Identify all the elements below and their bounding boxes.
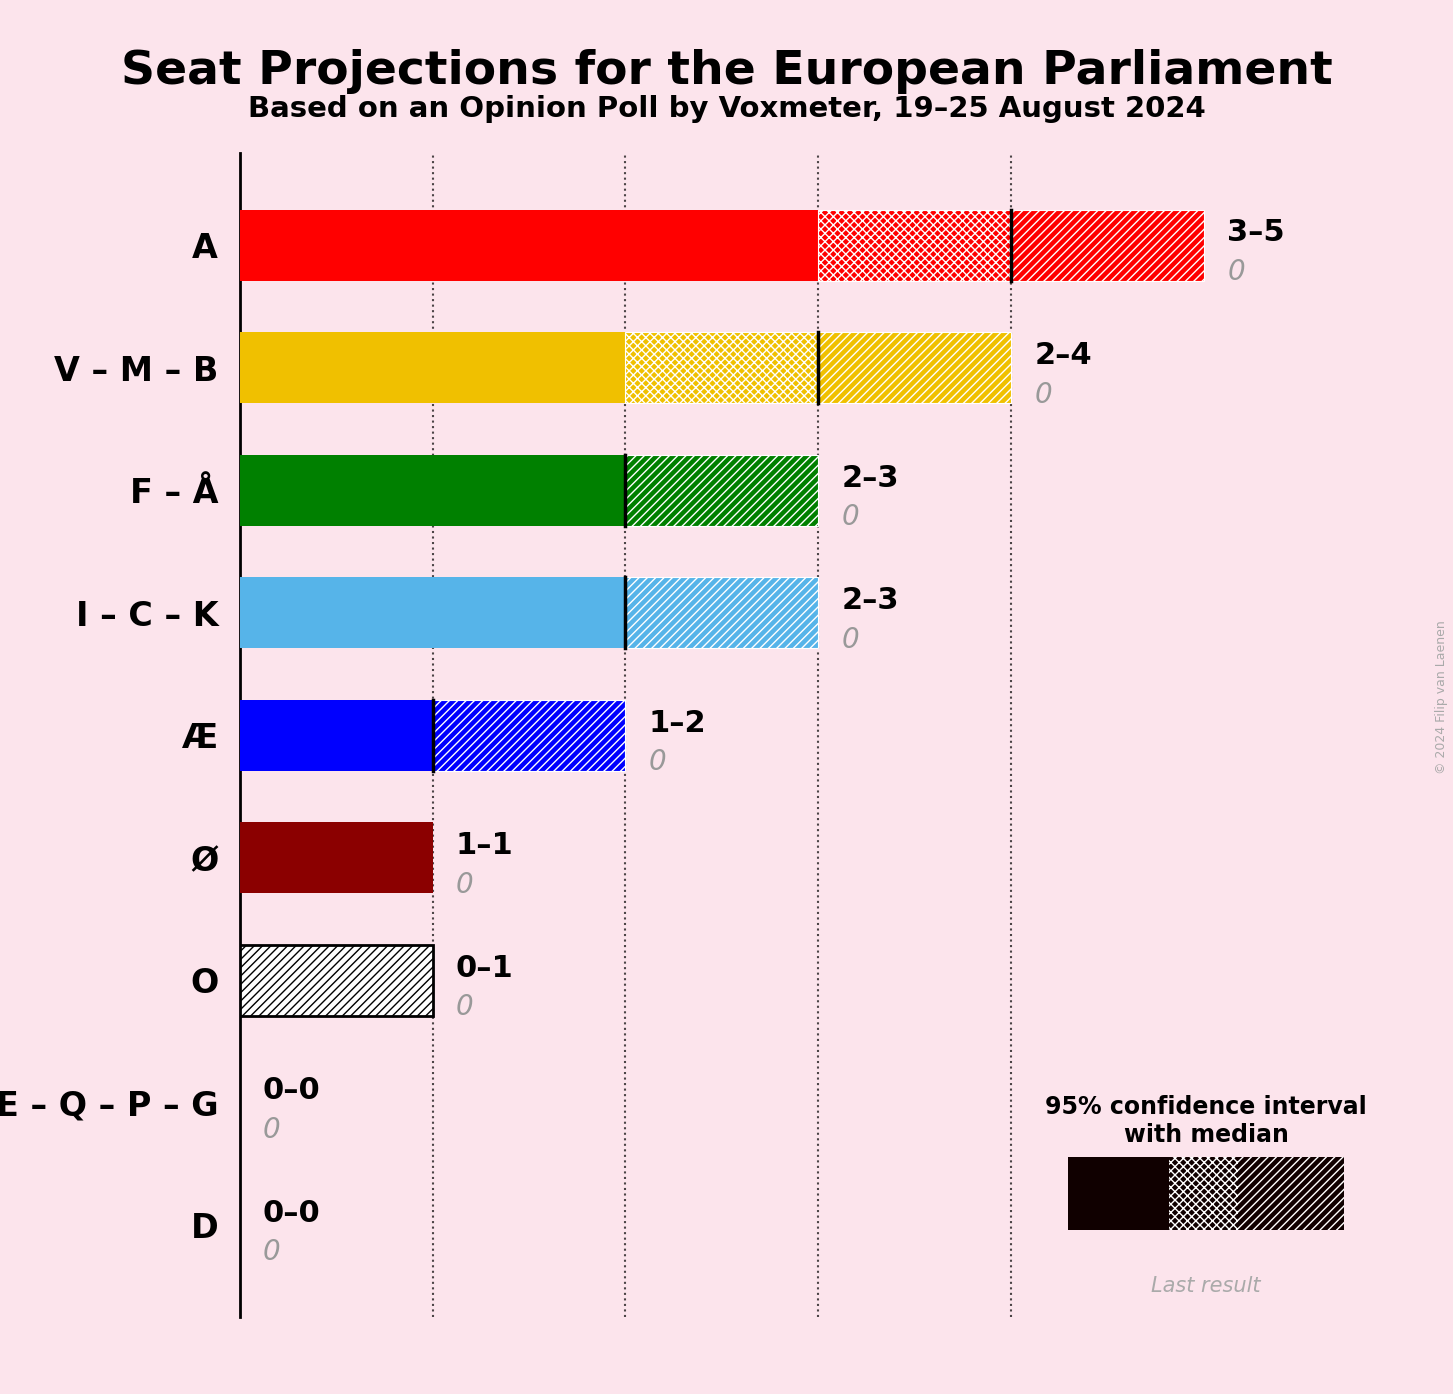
Text: Last result: Last result — [1151, 1276, 1261, 1295]
Bar — [240, 209, 818, 280]
Text: 0: 0 — [841, 626, 859, 654]
Text: 0: 0 — [1228, 258, 1245, 286]
Text: 0: 0 — [1035, 381, 1052, 408]
Bar — [625, 577, 818, 648]
Text: 2–3: 2–3 — [841, 464, 899, 492]
Text: 1–1: 1–1 — [456, 831, 513, 860]
Bar — [1068, 1157, 1170, 1230]
Text: © 2024 Filip van Laenen: © 2024 Filip van Laenen — [1436, 620, 1447, 774]
Bar — [240, 454, 625, 526]
Text: 0: 0 — [841, 503, 859, 531]
Text: 0: 0 — [648, 749, 667, 776]
Bar — [818, 332, 1011, 403]
Text: 3–5: 3–5 — [1228, 219, 1284, 248]
Text: Seat Projections for the European Parliament: Seat Projections for the European Parlia… — [121, 49, 1332, 93]
Bar — [818, 209, 1011, 280]
Bar — [1238, 1157, 1344, 1230]
Bar — [433, 700, 625, 771]
Bar — [1170, 1157, 1238, 1230]
Text: 0–1: 0–1 — [456, 953, 513, 983]
Bar — [240, 822, 433, 894]
Bar — [1011, 209, 1205, 280]
Text: 1–2: 1–2 — [648, 708, 706, 737]
Text: 0–0: 0–0 — [263, 1076, 321, 1105]
Bar — [240, 945, 433, 1016]
Text: 0–0: 0–0 — [263, 1199, 321, 1228]
Bar — [625, 332, 818, 403]
Bar — [240, 332, 625, 403]
Text: 2–4: 2–4 — [1035, 342, 1091, 369]
Bar — [625, 454, 818, 526]
Text: 95% confidence interval
with median: 95% confidence interval with median — [1045, 1096, 1367, 1147]
Text: 0: 0 — [263, 1238, 280, 1266]
Text: 0: 0 — [456, 871, 474, 899]
Text: 0: 0 — [263, 1115, 280, 1144]
Bar — [240, 577, 625, 648]
Bar — [240, 700, 433, 771]
Text: Based on an Opinion Poll by Voxmeter, 19–25 August 2024: Based on an Opinion Poll by Voxmeter, 19… — [247, 95, 1206, 123]
Text: 0: 0 — [456, 994, 474, 1022]
Text: 2–3: 2–3 — [841, 585, 899, 615]
